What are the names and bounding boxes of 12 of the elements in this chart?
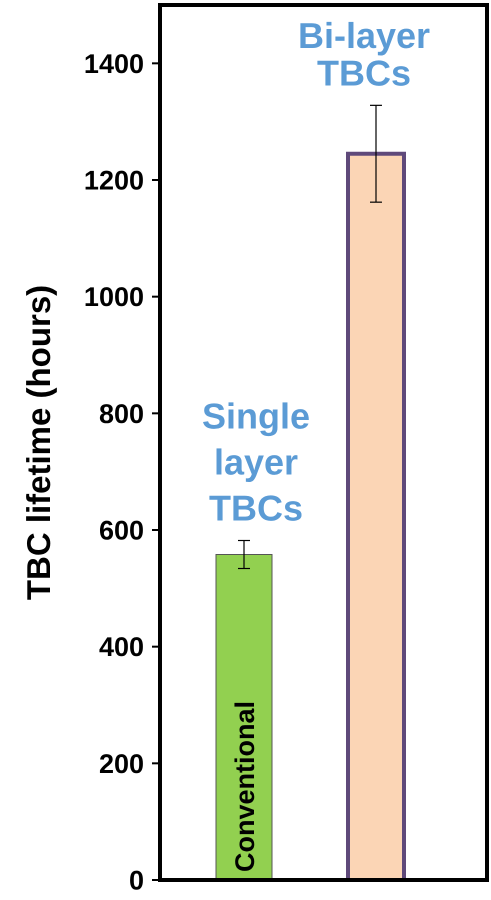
y-tick-label: 400 (98, 632, 144, 662)
y-tick-label: 600 (98, 515, 144, 546)
y-tick-label: 1000 (84, 282, 144, 312)
y-tick-label: 0 (128, 865, 144, 896)
y-tick-label: 1400 (84, 48, 144, 79)
x-tick-label: Conventional (230, 700, 260, 872)
y-tick-label: 1200 (84, 165, 144, 196)
annotation: Single layer TBCs (202, 396, 310, 528)
y-tick-label: 200 (98, 748, 144, 779)
y-tick-label: 800 (98, 398, 144, 429)
y-axis-title: TBC lifetime (hours) (20, 284, 57, 600)
annotation: Bi-layer TBCs (298, 15, 430, 94)
